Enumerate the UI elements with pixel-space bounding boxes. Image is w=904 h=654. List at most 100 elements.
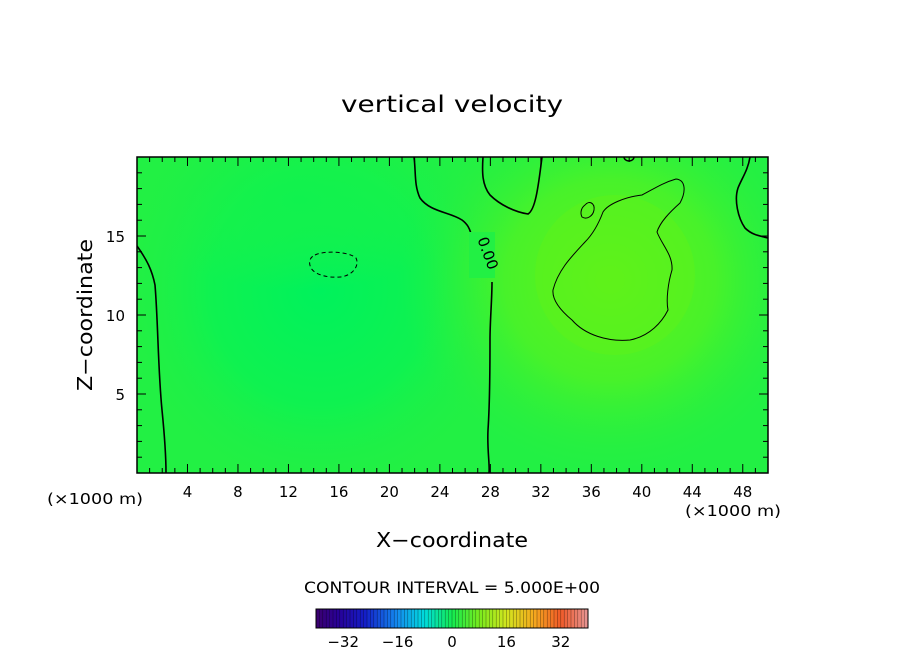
colorbar-cell — [472, 609, 477, 628]
colorbar-cell — [428, 609, 432, 628]
colorbar-cell — [387, 609, 392, 628]
colorbar-cell — [404, 609, 409, 628]
colorbar-cell — [333, 609, 337, 628]
x-tick-label: 12 — [279, 483, 298, 501]
colorbar-cell — [343, 609, 347, 628]
colorbar-cell — [496, 609, 500, 628]
colorbar-cell — [431, 609, 436, 628]
x-tick-label: 28 — [481, 483, 500, 501]
colorbar-cell — [465, 609, 470, 628]
colorbar-tick-label: 0 — [447, 633, 457, 651]
y-tick-label: 5 — [115, 386, 125, 404]
colorbar-cell — [397, 609, 402, 628]
colorbar-cell — [360, 609, 364, 628]
colorbar-cell — [513, 609, 517, 628]
colorbar-cell — [319, 609, 324, 628]
colorbar-cell — [363, 609, 368, 628]
colorbar-cell — [516, 609, 521, 628]
colorbar-cell — [346, 609, 351, 628]
colorbar-cell — [526, 609, 531, 628]
plot-area: 0.00 — [137, 157, 768, 473]
colorbar-cell — [384, 609, 388, 628]
colorbar-cell — [438, 609, 443, 628]
colorbar-cell — [479, 609, 483, 628]
colorbar-cell — [537, 609, 541, 628]
x-tick-label: 8 — [233, 483, 243, 501]
colorbar-cell — [506, 609, 511, 628]
colorbar-cell — [577, 609, 582, 628]
colorbar-cell — [336, 609, 341, 628]
colorbar-cell — [469, 609, 473, 628]
colorbar-cell — [350, 609, 354, 628]
colorbar-cell — [584, 609, 589, 628]
colorbar-cell — [486, 609, 490, 628]
colorbar-cell — [373, 609, 378, 628]
colorbar-cell — [390, 609, 395, 628]
colorbar-cell — [499, 609, 504, 628]
positive-contour-small — [580, 202, 595, 219]
x-tick-label: 40 — [632, 483, 651, 501]
chart-title: vertical velocity — [341, 92, 563, 118]
colorbar-cell — [326, 609, 330, 628]
colorbar-tick-labels: −32 −16 0 16 32 — [327, 633, 570, 651]
negative-velocity-top — [137, 157, 470, 290]
colorbar-tick-label: −16 — [382, 633, 414, 651]
colorbar-cell — [503, 609, 507, 628]
colorbar-cell — [458, 609, 463, 628]
zero-contour-middle — [413, 157, 493, 473]
colorbar-cell — [452, 609, 456, 628]
colorbar-cell — [492, 609, 497, 628]
colorbar-cell — [571, 609, 575, 628]
colorbar-cell — [367, 609, 371, 628]
positive-contour — [552, 178, 685, 341]
colorbar-cell — [353, 609, 358, 628]
colorbar — [315, 609, 589, 628]
x-tick-label: 44 — [683, 483, 702, 501]
x-unit-left: (×1000 m) — [47, 490, 143, 508]
axis-ticks — [137, 157, 768, 473]
colorbar-cell — [554, 609, 558, 628]
zero-contour-right-a — [481, 157, 543, 215]
colorbar-tick-label: −32 — [327, 633, 359, 651]
colorbar-cell — [509, 609, 514, 628]
zero-contour-left — [137, 245, 167, 473]
colorbar-cell — [394, 609, 398, 628]
colorbar-cell — [462, 609, 466, 628]
colorbar-cell — [574, 609, 579, 628]
colorbar-cell — [441, 609, 446, 628]
colorbar-cell — [523, 609, 528, 628]
colorbar-cell — [547, 609, 551, 628]
colorbar-cell — [533, 609, 538, 628]
negative-contour — [309, 251, 358, 278]
colorbar-cell — [407, 609, 412, 628]
colorbar-cell — [414, 609, 419, 628]
colorbar-cell — [560, 609, 565, 628]
colorbar-cell — [543, 609, 548, 628]
x-unit-right: (×1000 m) — [685, 502, 781, 520]
colorbar-cell — [316, 609, 320, 628]
colorbar-cell — [421, 609, 426, 628]
colorbar-cell — [329, 609, 334, 628]
x-tick-label: 48 — [733, 483, 752, 501]
colorbar-cell — [581, 609, 585, 628]
x-tick-label: 24 — [430, 483, 449, 501]
colorbar-tick-label: 32 — [551, 633, 570, 651]
colorbar-cell — [455, 609, 460, 628]
x-tick-label: 36 — [582, 483, 601, 501]
colorbar-cell — [564, 609, 568, 628]
x-tick-labels: 4 8 12 16 20 24 28 32 36 40 44 48 — [183, 483, 753, 501]
x-tick-label: 20 — [380, 483, 399, 501]
colorbar-cell — [489, 609, 494, 628]
colorbar-cell — [377, 609, 381, 628]
colorbar-cell — [482, 609, 487, 628]
colorbar-cell — [557, 609, 562, 628]
zero-contour-right-b — [735, 157, 768, 239]
colorbar-cell — [370, 609, 375, 628]
x-axis-label: X−coordinate — [376, 528, 528, 552]
colorbar-cell — [435, 609, 439, 628]
colorbar-cell — [380, 609, 385, 628]
x-tick-label: 16 — [329, 483, 348, 501]
y-tick-label: 10 — [106, 307, 125, 325]
y-tick-labels: 5 10 15 — [106, 228, 125, 404]
